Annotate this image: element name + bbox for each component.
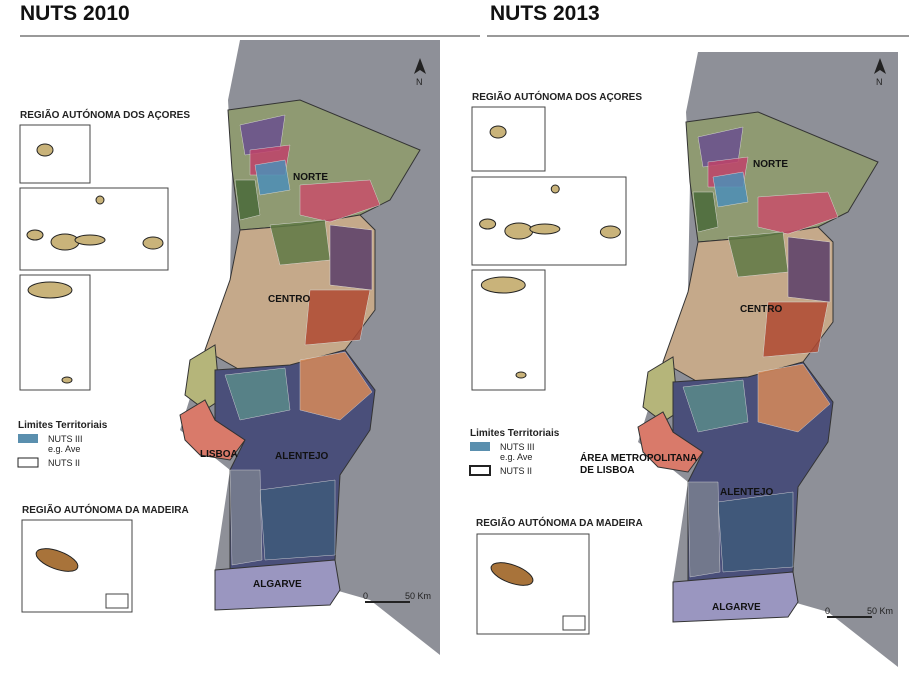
island <box>480 276 526 294</box>
legend-note: e.g. Ave <box>500 452 533 462</box>
region-label: ALENTEJO <box>720 487 774 498</box>
nuts3-region <box>229 469 263 566</box>
nuts3-region <box>329 224 373 291</box>
island <box>479 218 497 230</box>
island <box>599 225 621 239</box>
island <box>490 562 534 586</box>
legend-label: NUTS II <box>48 458 81 468</box>
madeira-title: REGIÃO AUTÓNOMA DA MADEIRA <box>476 518 643 529</box>
nuts3-region <box>269 219 331 266</box>
map-title: NUTS 2013 <box>490 2 600 25</box>
north-arrow <box>414 58 426 74</box>
island <box>50 233 80 251</box>
island <box>529 223 561 235</box>
island <box>550 184 560 194</box>
region-label: CENTRO <box>740 304 783 315</box>
nuts2-region <box>214 559 341 611</box>
nuts3-region <box>727 231 789 278</box>
legend-label: NUTS III <box>500 442 535 452</box>
north-label: N <box>876 77 883 87</box>
north-label: N <box>416 77 423 87</box>
island <box>74 234 106 246</box>
nuts3-region <box>682 379 749 433</box>
region-label: ALENTEJO <box>275 451 329 462</box>
inset-box <box>19 187 169 271</box>
azores-title: REGIÃO AUTÓNOMA DOS AÇORES <box>20 110 191 121</box>
island <box>515 371 527 379</box>
legend-title: Limites Territoriais <box>18 420 108 431</box>
legend-swatch <box>18 434 38 443</box>
region-label: CENTRO <box>268 294 311 305</box>
nuts3-region <box>224 367 291 421</box>
inset-box <box>471 106 546 172</box>
legend-swatch <box>17 457 39 468</box>
azores-title: REGIÃO AUTÓNOMA DOS AÇORES <box>472 92 643 103</box>
nuts3-region <box>259 479 336 561</box>
nuts3-region <box>299 179 381 223</box>
island <box>61 376 73 384</box>
region-label: NORTE <box>293 172 328 183</box>
mainland-map <box>179 40 440 655</box>
region-label: LISBOA <box>200 449 238 460</box>
island <box>95 195 105 205</box>
scale-label: 50 Km <box>867 606 894 616</box>
nuts3-region <box>687 481 721 578</box>
nuts3-region <box>692 191 719 233</box>
island <box>142 236 164 250</box>
island <box>504 222 534 240</box>
island <box>36 143 54 157</box>
nuts3-region <box>254 159 291 196</box>
legend-note: e.g. Ave <box>48 444 81 454</box>
nuts2-region <box>637 411 704 473</box>
legend-label: NUTS II <box>500 466 533 476</box>
nuts3-region <box>717 491 794 573</box>
legend-swatch <box>469 465 491 476</box>
island <box>27 281 73 299</box>
nuts2-region <box>179 399 246 461</box>
map-title: NUTS 2010 <box>20 2 130 25</box>
island <box>489 125 507 139</box>
nuts2-region <box>672 571 799 623</box>
nuts2-region <box>642 356 679 423</box>
region-label: ALGARVE <box>253 579 302 590</box>
region-label: NORTE <box>753 159 788 170</box>
legend-title: Limites Territoriais <box>470 428 560 439</box>
region-label: ÁREA METROPOLITANA DE LISBOA <box>580 453 697 476</box>
nuts3-region <box>757 363 831 433</box>
island <box>26 229 44 241</box>
inset-box <box>562 615 586 631</box>
region-label: ALGARVE <box>712 602 761 613</box>
scale-label: 0 <box>825 606 831 616</box>
scale-label: 50 Km <box>405 591 432 601</box>
island <box>35 548 79 572</box>
nuts3-region <box>304 289 371 346</box>
north-arrow <box>874 58 886 74</box>
legend-swatch <box>470 442 490 451</box>
nuts3-region <box>762 301 829 358</box>
madeira-title: REGIÃO AUTÓNOMA DA MADEIRA <box>22 505 189 516</box>
nuts2-region <box>184 344 221 411</box>
legend-label: NUTS III <box>48 434 83 444</box>
nuts3-region <box>299 351 373 421</box>
inset-box <box>471 176 627 266</box>
inset-box <box>19 124 91 184</box>
nuts3-region <box>234 179 261 221</box>
nuts3-region <box>757 191 839 235</box>
nuts3-region <box>787 236 831 303</box>
nuts3-region <box>712 171 749 208</box>
scale-label: 0 <box>363 591 369 601</box>
mainland-map <box>637 52 898 667</box>
inset-box <box>105 593 129 609</box>
